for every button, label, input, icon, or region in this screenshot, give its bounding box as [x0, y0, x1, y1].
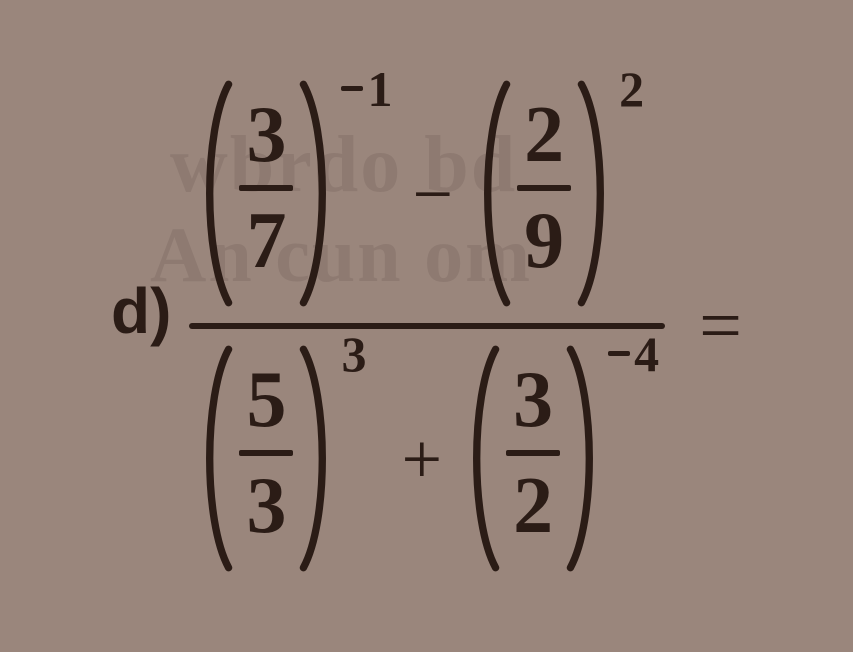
- base-numerator: 2: [524, 95, 564, 175]
- base-numerator: 5: [246, 360, 286, 440]
- main-fraction-bar: [189, 323, 665, 329]
- term-1: 3 7 1: [195, 78, 392, 309]
- base-numerator: 3: [246, 95, 286, 175]
- math-expression: d) 3 7 1 − 2 9 2: [111, 78, 742, 574]
- exponent-value: 3: [341, 325, 366, 383]
- exponent: 2: [619, 60, 659, 118]
- base-fraction-bar: [239, 450, 293, 456]
- exponent-value: 4: [634, 325, 659, 383]
- term-2: 2 9 2: [473, 78, 659, 309]
- base-fraction-bar: [239, 185, 293, 191]
- exponent-value: 1: [367, 60, 392, 118]
- base-denominator: 2: [513, 466, 553, 546]
- problem-label: d): [111, 274, 171, 348]
- exponent: 4: [608, 325, 659, 383]
- fraction-base: 5 3: [237, 343, 295, 563]
- denominator-row: 5 3 3 + 3 2 4: [189, 343, 665, 574]
- base-fraction-bar: [506, 450, 560, 456]
- exponent-value: 2: [619, 60, 644, 118]
- fraction-base: 3 7: [237, 78, 295, 298]
- main-fraction: 3 7 1 − 2 9 2 5: [189, 78, 665, 574]
- base-denominator: 9: [524, 201, 564, 281]
- term-4: 3 2 4: [462, 343, 659, 574]
- exponent: 3: [341, 325, 381, 383]
- base-denominator: 3: [246, 466, 286, 546]
- exponent-minus: [608, 351, 630, 356]
- plus-operator: +: [401, 423, 442, 495]
- exponent: 1: [341, 60, 392, 118]
- equals-sign: =: [699, 283, 742, 370]
- fraction-base: 2 9: [515, 78, 573, 298]
- exponent-minus: [341, 86, 363, 91]
- term-3: 5 3 3: [195, 343, 381, 574]
- base-fraction-bar: [517, 185, 571, 191]
- base-numerator: 3: [513, 360, 553, 440]
- base-denominator: 7: [246, 201, 286, 281]
- minus-operator: −: [412, 158, 453, 230]
- numerator-row: 3 7 1 − 2 9 2: [189, 78, 665, 309]
- fraction-base: 3 2: [504, 343, 562, 563]
